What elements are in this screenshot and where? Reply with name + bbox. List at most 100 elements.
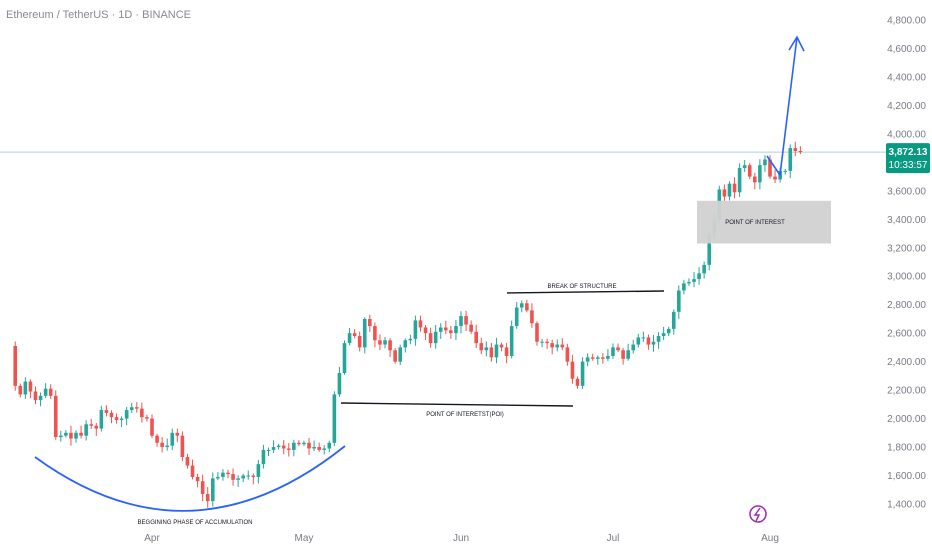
candle [555,339,560,352]
candle [651,334,656,352]
candles-layer [13,141,803,508]
candle [484,341,489,357]
poi-zone-box [697,200,831,244]
candle [454,319,458,341]
candle [236,475,240,487]
poi-line [340,402,574,407]
candle [347,327,352,346]
candle [449,325,453,339]
candle [33,386,38,405]
candle [352,329,357,339]
candle [722,184,727,202]
candle [636,333,641,348]
candle [342,340,347,375]
candle [793,141,798,157]
candle [53,390,58,440]
price-tick-label: 3,200.00 [887,243,926,254]
candle [692,272,696,288]
candle [408,334,413,345]
candle [550,339,554,355]
candle [378,334,382,350]
candle [74,430,78,443]
candle [231,468,235,486]
candle [661,326,666,341]
break-of-structure-line [506,290,665,294]
candle [499,342,504,352]
candle [798,146,803,155]
candle [48,384,53,399]
candle [656,332,661,349]
last-price-value: 3,872.13 [889,147,928,158]
candle [383,337,387,349]
time-tick-label: Aug [761,533,779,544]
candle [221,469,225,481]
candle [357,331,362,352]
candle [469,320,473,334]
candle [428,327,433,348]
candle [590,353,595,361]
candle [266,447,271,457]
lightning-circle-icon[interactable] [749,505,767,523]
candle [413,315,418,346]
candle [327,440,332,453]
candle [175,428,180,443]
candle [332,391,337,447]
candle [276,443,281,450]
candle [13,341,18,391]
candle [570,354,575,384]
time-axis[interactable]: Apr May Jun Jul Aug [144,533,779,544]
price-tick-label: 2,000.00 [887,414,926,425]
candle [89,418,94,430]
candle [302,440,306,447]
price-tick-label: 4,600.00 [887,44,926,55]
candle [170,428,175,451]
candle [509,320,514,359]
candle [585,353,590,367]
price-tick-label: 4,000.00 [887,129,926,140]
candle [641,331,646,342]
candle [565,343,570,366]
candle [560,338,565,351]
candle [626,343,630,361]
price-tick-label: 3,000.00 [887,272,926,283]
price-tick-label: 2,600.00 [887,329,926,340]
candle [373,322,377,348]
candle [575,376,580,389]
candle [631,339,636,354]
accumulation-arc [34,445,346,512]
candle [530,303,534,328]
candle [216,472,220,481]
candle [606,349,610,362]
price-tick-label: 4,800.00 [887,16,926,27]
candle [535,321,539,346]
candle [621,347,625,365]
candle [18,383,23,398]
candle [758,159,762,190]
candle [94,423,99,436]
candle [479,337,484,355]
candle [474,324,478,349]
candle [145,414,149,422]
candle [109,410,114,424]
price-tick-label: 1,400.00 [887,500,926,511]
candle [180,431,185,462]
candle [727,181,732,201]
candle [251,473,256,485]
candle [489,342,494,362]
candle [160,437,164,453]
candle [444,320,448,335]
candle [322,445,327,455]
candle [317,442,321,452]
accumulation-label: BEGGINING PHASE OF ACCUMULATION [138,520,253,526]
poi-zone-label: POINT OF INTEREST [725,220,785,226]
candle [28,379,33,399]
price-axis[interactable]: 1,400.00 1,600.00 1,800.00 2,000.00 2,200.00… [887,16,926,511]
candle [540,338,544,348]
candle [580,357,585,389]
price-tick-label: 1,800.00 [887,443,926,454]
candle [59,430,63,442]
candle [99,405,104,432]
candle [114,413,119,424]
price-tick-label: 2,400.00 [887,357,926,368]
